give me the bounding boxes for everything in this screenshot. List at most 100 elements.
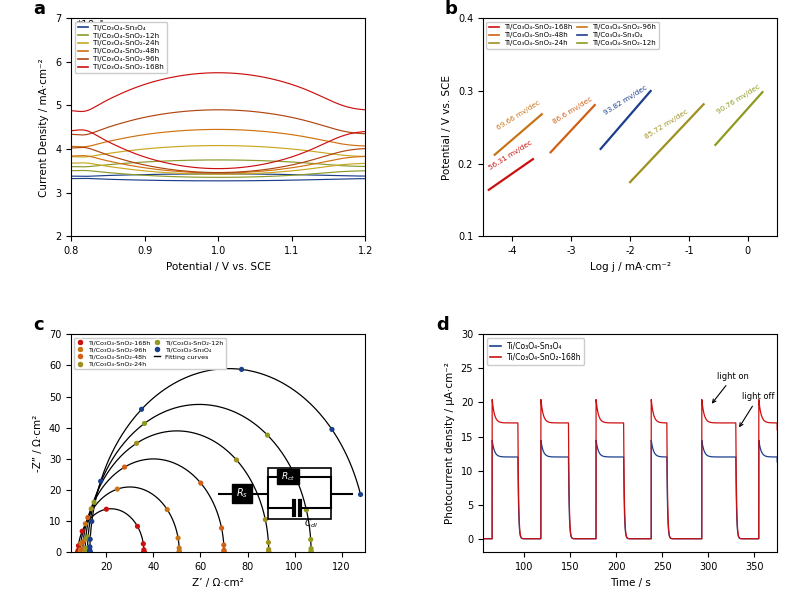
Point: [84, 534, 96, 544]
Point: [84, 548, 96, 557]
X-axis label: Potential / V vs. SCE: Potential / V vs. SCE: [166, 262, 271, 271]
Legend: Ti/Co₃O₄-SnO₂-168h, Ti/Co₃O₄-SnO₂-48h, Ti/Co₃O₄-SnO₂-24h, Ti/Co₃O₄-SnO₂-96h, Ti/: Ti/Co₃O₄-SnO₂-168h, Ti/Co₃O₄-SnO₂-48h, T…: [486, 22, 659, 49]
Point: [74, 547, 87, 557]
Point: [84, 548, 96, 557]
Point: [79, 519, 92, 529]
Point: [131, 521, 144, 531]
Point: [81, 548, 94, 557]
Point: [218, 548, 230, 557]
Point: [77, 548, 89, 557]
Point: [262, 538, 275, 548]
Point: [305, 544, 317, 554]
Point: [137, 547, 150, 557]
Point: [79, 548, 92, 557]
Y-axis label: Current Density / mA·cm⁻²: Current Density / mA·cm⁻²: [39, 58, 50, 197]
Legend: Ti/Co₃O₄-Sn₃O₄, Ti/Co₃O₄-SnO₂-12h, Ti/Co₃O₄-SnO₂-24h, Ti/Co₃O₄-SnO₂-48h, Ti/Co₃O: Ti/Co₃O₄-Sn₃O₄, Ti/Co₃O₄-SnO₂-12h, Ti/Co…: [75, 22, 167, 73]
Point: [74, 548, 87, 557]
Point: [261, 430, 274, 440]
Point: [305, 547, 317, 557]
Point: [137, 548, 150, 557]
Point: [84, 545, 96, 555]
Point: [118, 462, 131, 472]
Point: [300, 505, 312, 515]
Y-axis label: -Z” / Ω·cm²: -Z” / Ω·cm²: [33, 415, 43, 472]
Point: [81, 548, 94, 557]
Point: [111, 484, 124, 494]
Point: [263, 544, 275, 554]
Point: [85, 504, 98, 514]
Point: [135, 404, 148, 414]
Point: [74, 545, 87, 555]
Point: [218, 540, 230, 550]
Y-axis label: Photocurrent density / μA·cm⁻²: Photocurrent density / μA·cm⁻²: [445, 362, 455, 524]
Point: [137, 548, 150, 557]
Point: [81, 513, 94, 523]
Point: [305, 548, 317, 557]
Point: [194, 478, 207, 488]
Point: [77, 548, 89, 557]
Point: [138, 419, 151, 429]
Point: [77, 548, 89, 557]
Point: [305, 535, 317, 544]
Point: [215, 523, 228, 533]
Point: [100, 504, 113, 514]
Text: 85.72 mv/dec: 85.72 mv/dec: [644, 108, 690, 140]
Text: 69.66 mv/dec: 69.66 mv/dec: [495, 100, 541, 131]
Point: [81, 548, 94, 557]
Point: [173, 546, 185, 556]
Point: [82, 532, 95, 542]
Point: [76, 526, 88, 536]
Point: [79, 548, 92, 557]
Point: [173, 547, 185, 557]
Text: 56.31 mv/dec: 56.31 mv/dec: [488, 140, 533, 171]
Text: a: a: [33, 0, 45, 18]
Legend: Ti/Co₃O₄-SnO₂-168h, Ti/Co₃O₄-SnO₂-96h, Ti/Co₃O₄-SnO₂-48h, Ti/Co₃O₄-SnO₂-24h, Ti/: Ti/Co₃O₄-SnO₂-168h, Ti/Co₃O₄-SnO₂-96h, T…: [74, 337, 226, 369]
Text: 86.6 mv/dec: 86.6 mv/dec: [552, 96, 593, 125]
Point: [72, 548, 84, 557]
Text: b: b: [445, 0, 458, 18]
Point: [263, 548, 275, 557]
Point: [84, 548, 96, 557]
Point: [81, 548, 94, 557]
Point: [84, 546, 96, 556]
Point: [77, 548, 89, 557]
Point: [130, 438, 143, 448]
Point: [235, 365, 248, 375]
Point: [85, 517, 98, 526]
X-axis label: Log j / mA·cm⁻²: Log j / mA·cm⁻²: [589, 262, 671, 271]
Point: [173, 548, 185, 557]
Point: [84, 542, 96, 552]
X-axis label: Z’ / Ω·cm²: Z’ / Ω·cm²: [193, 578, 244, 588]
Text: light off: light off: [740, 392, 775, 426]
Point: [72, 548, 84, 557]
Text: c: c: [33, 316, 43, 334]
Point: [79, 547, 92, 557]
Point: [218, 548, 230, 557]
Point: [80, 534, 92, 544]
Point: [173, 543, 185, 553]
Point: [81, 547, 94, 557]
Point: [84, 548, 96, 557]
Point: [84, 548, 96, 557]
Point: [137, 548, 150, 557]
Point: [79, 546, 92, 556]
Point: [72, 541, 84, 551]
Point: [72, 548, 84, 557]
Point: [230, 455, 243, 465]
Point: [72, 547, 84, 557]
Point: [77, 537, 90, 546]
Point: [79, 548, 92, 557]
Point: [218, 545, 230, 555]
Point: [79, 548, 92, 557]
Text: d: d: [436, 316, 449, 334]
Legend: Ti/Co₃O₄-Sn₃O₄, Ti/Co₃O₄-SnO₂-168h: Ti/Co₃O₄-Sn₃O₄, Ti/Co₃O₄-SnO₂-168h: [487, 338, 584, 365]
Point: [305, 546, 317, 556]
Point: [172, 533, 185, 543]
Point: [81, 546, 94, 556]
Point: [81, 543, 94, 552]
X-axis label: Time / s: Time / s: [610, 578, 650, 588]
Point: [173, 548, 185, 557]
Point: [72, 548, 84, 557]
Y-axis label: Potential / V vs. SCE: Potential / V vs. SCE: [443, 75, 452, 180]
Point: [77, 546, 89, 556]
